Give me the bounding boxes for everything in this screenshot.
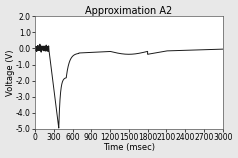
Y-axis label: Voltage (V): Voltage (V): [5, 49, 15, 96]
Title: Approximation A2: Approximation A2: [85, 6, 173, 15]
X-axis label: Time (msec): Time (msec): [103, 143, 155, 152]
